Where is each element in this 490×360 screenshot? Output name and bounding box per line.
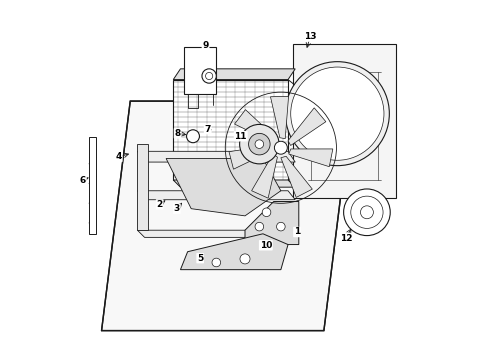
Polygon shape: [184, 47, 216, 94]
Polygon shape: [137, 151, 295, 162]
Polygon shape: [173, 80, 288, 180]
Circle shape: [274, 141, 287, 154]
Circle shape: [262, 208, 271, 217]
Circle shape: [255, 140, 264, 148]
Polygon shape: [173, 69, 295, 80]
Polygon shape: [235, 110, 276, 142]
Polygon shape: [180, 234, 288, 270]
Polygon shape: [101, 101, 353, 330]
Polygon shape: [173, 180, 295, 187]
Circle shape: [276, 222, 285, 231]
Text: 3: 3: [174, 204, 180, 213]
Polygon shape: [288, 108, 326, 145]
Polygon shape: [166, 158, 281, 216]
Text: 11: 11: [234, 132, 247, 141]
Circle shape: [285, 62, 390, 166]
Circle shape: [361, 206, 373, 219]
Polygon shape: [294, 44, 395, 198]
Circle shape: [351, 196, 383, 228]
Text: 5: 5: [197, 254, 203, 263]
Polygon shape: [137, 230, 295, 237]
Text: 8: 8: [174, 129, 181, 138]
Polygon shape: [137, 144, 148, 230]
Polygon shape: [251, 154, 277, 198]
Polygon shape: [229, 145, 271, 169]
Text: 10: 10: [260, 241, 272, 250]
Circle shape: [248, 134, 270, 155]
Polygon shape: [137, 191, 295, 200]
Circle shape: [205, 72, 213, 80]
Text: 12: 12: [340, 234, 352, 243]
Circle shape: [202, 69, 216, 83]
Text: 13: 13: [304, 32, 317, 41]
Text: 7: 7: [204, 125, 211, 134]
Circle shape: [240, 125, 279, 164]
Circle shape: [255, 222, 264, 231]
Text: 9: 9: [202, 41, 209, 50]
Text: 6: 6: [80, 176, 86, 185]
Circle shape: [343, 189, 390, 235]
Text: 1: 1: [294, 228, 300, 237]
Polygon shape: [281, 156, 312, 197]
Text: 2: 2: [156, 200, 163, 209]
Polygon shape: [289, 149, 333, 167]
Circle shape: [291, 67, 384, 160]
Circle shape: [212, 258, 220, 267]
Polygon shape: [245, 202, 299, 244]
Text: 4: 4: [116, 152, 122, 161]
Polygon shape: [89, 137, 96, 234]
Circle shape: [240, 254, 250, 264]
Polygon shape: [270, 96, 289, 139]
Circle shape: [187, 130, 199, 143]
